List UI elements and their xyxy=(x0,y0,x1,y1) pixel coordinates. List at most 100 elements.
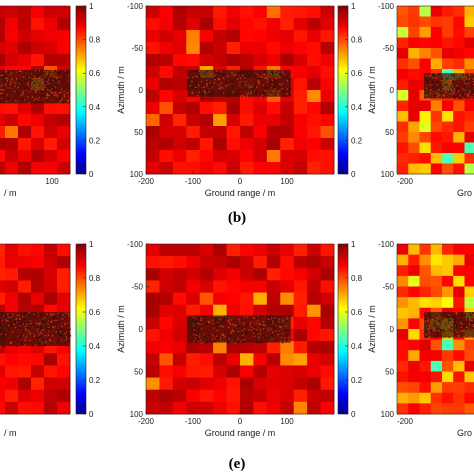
heatmap-cell xyxy=(213,162,227,175)
heatmap-cell xyxy=(464,371,474,383)
heatmap-cell xyxy=(253,162,268,175)
heatmap-cell xyxy=(159,304,174,318)
heatmap-cell xyxy=(172,401,187,415)
heatmap-cell xyxy=(453,286,465,298)
heatmap-cell xyxy=(146,280,160,293)
heatmap-cell xyxy=(226,304,241,318)
y-tick-label: 100 xyxy=(130,170,144,179)
heatmap-cell xyxy=(442,16,454,28)
heatmap-cell xyxy=(18,244,32,257)
heatmap-cell xyxy=(307,329,321,342)
heatmap-cell xyxy=(159,292,174,306)
heatmap-cell xyxy=(57,292,71,306)
y-tick-label: 50 xyxy=(385,128,394,137)
heatmap-cell xyxy=(226,126,241,139)
heatmap-cell xyxy=(172,256,187,269)
heatmap-cell xyxy=(442,58,454,70)
heatmap-cell xyxy=(0,150,6,163)
heatmap-cell xyxy=(397,27,409,38)
heatmap-cell xyxy=(159,18,174,31)
heatmap-cell xyxy=(430,58,443,70)
heatmap-cell xyxy=(464,142,474,154)
heatmap-cell xyxy=(293,78,308,91)
y-axis-label: Azimuth / m xyxy=(367,305,377,353)
heatmap-cell xyxy=(31,292,45,306)
heatmap-cell xyxy=(253,244,268,257)
heatmap-cell xyxy=(307,377,321,391)
heatmap-cell xyxy=(146,365,160,378)
heatmap-cell xyxy=(419,132,432,143)
heatmap-cell xyxy=(18,292,32,306)
heatmap-cell xyxy=(159,150,174,163)
heatmap-cell xyxy=(453,132,465,143)
heatmap-cell xyxy=(5,389,19,403)
heatmap-cell xyxy=(430,163,443,175)
heatmap-cell xyxy=(199,54,214,67)
heatmap-cell xyxy=(253,341,268,354)
heatmap-cell xyxy=(44,42,58,55)
axes-frame xyxy=(396,5,474,175)
heatmap-cell xyxy=(226,256,241,269)
heatmap-cell xyxy=(253,150,268,163)
heatmap-cell xyxy=(453,382,465,394)
heatmap-cell xyxy=(159,66,174,79)
heatmap-cell xyxy=(172,114,187,127)
heatmap-cell xyxy=(240,244,254,257)
heatmap-cell xyxy=(186,126,201,139)
x-tick-label: 100 xyxy=(280,177,294,186)
heatmap-cell xyxy=(226,150,241,163)
heatmap-cell xyxy=(307,78,321,91)
heatmap-cell xyxy=(307,353,321,366)
heatmap-cell xyxy=(320,280,335,293)
heatmap-cell xyxy=(0,6,6,19)
heatmap-cell xyxy=(464,360,474,372)
heatmap-cell xyxy=(146,18,160,31)
heatmap-cell xyxy=(199,126,214,139)
heatmap-cell xyxy=(5,138,19,151)
colorbar-tick-label: 1 xyxy=(351,240,356,249)
colorbar-tick-label: 0.6 xyxy=(89,308,101,317)
heatmap-cell xyxy=(397,275,409,287)
heatmap-cell xyxy=(253,401,268,415)
heatmap-cell xyxy=(397,163,409,175)
heatmap-cell xyxy=(408,339,420,351)
heatmap-cell xyxy=(5,365,19,378)
heatmap-cell xyxy=(430,27,443,38)
heatmap-cell xyxy=(430,392,443,404)
heatmap-cell xyxy=(442,37,454,49)
heatmap-cell xyxy=(146,244,160,257)
heatmap-cell xyxy=(159,114,174,127)
y-tick-label: 50 xyxy=(385,368,394,377)
heatmap-cell xyxy=(146,377,160,391)
heatmap-cell xyxy=(280,150,295,163)
x-tick-label: -100 xyxy=(185,177,202,186)
heatmap-cell xyxy=(397,37,409,49)
heatmap-cell xyxy=(44,292,58,306)
heatmap-cell xyxy=(240,304,254,318)
heatmap-cell xyxy=(146,90,160,103)
heatmap-cell xyxy=(199,42,214,55)
y-tick-label: 100 xyxy=(381,170,395,179)
heatmap-cell xyxy=(31,30,45,43)
heatmap-cell xyxy=(18,138,32,151)
heatmap-cell xyxy=(419,244,432,256)
heatmap-cell xyxy=(408,244,420,256)
heatmap-cell xyxy=(57,114,71,127)
heatmap-cell xyxy=(430,403,443,415)
heatmap-cell xyxy=(453,265,465,277)
heatmap-cell xyxy=(240,353,254,366)
heatmap-cell xyxy=(419,360,432,372)
heatmap-cell xyxy=(442,392,454,404)
y-tick-label: 0 xyxy=(139,325,144,334)
heatmap-cell xyxy=(397,392,409,404)
heatmap-cell xyxy=(397,100,409,112)
heatmap-cell xyxy=(0,280,6,293)
heatmap-cell xyxy=(213,126,227,139)
heatmap-cell xyxy=(0,126,6,139)
heatmap-cell xyxy=(44,353,58,366)
heatmap-cell xyxy=(397,132,409,143)
heatmap-cell xyxy=(172,244,187,257)
heatmap-cell xyxy=(44,401,58,415)
heatmap-cell xyxy=(307,389,321,403)
heatmap-cell xyxy=(419,111,432,122)
